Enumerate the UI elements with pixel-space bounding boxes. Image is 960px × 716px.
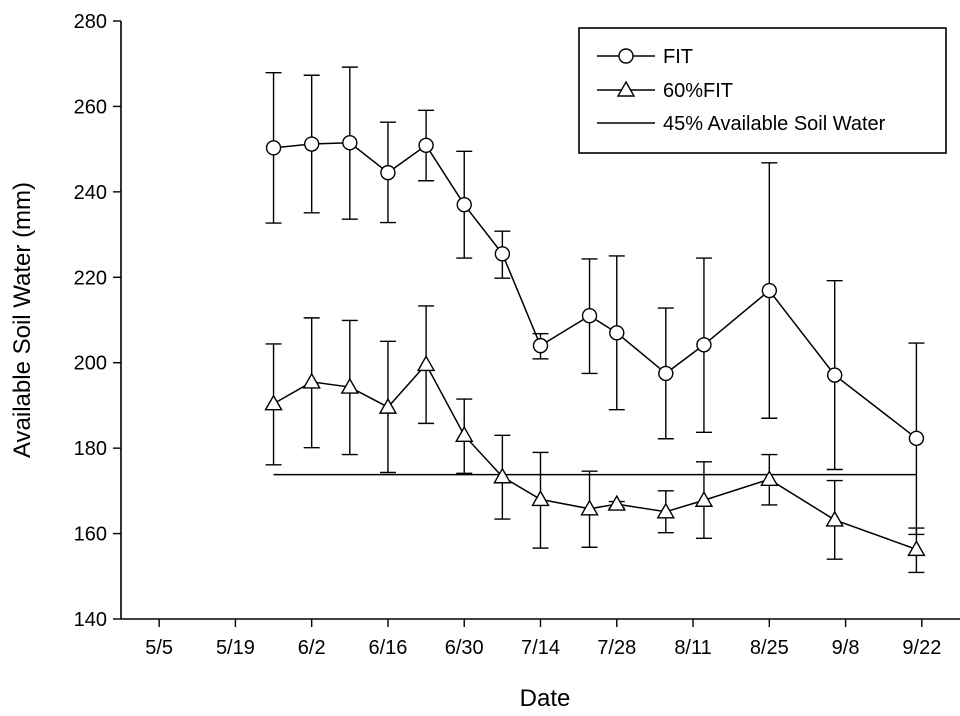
fit-point: [610, 326, 624, 340]
sixty-fit-point: [533, 491, 549, 505]
x-tick-label: 9/8: [832, 637, 860, 659]
fit-point: [267, 141, 281, 155]
x-tick-label: 5/5: [145, 637, 173, 659]
fit-point: [343, 136, 357, 150]
x-tick-label: 5/19: [216, 637, 255, 659]
y-tick-label: 140: [74, 609, 107, 631]
legend-60fit-label: 60%FIT: [663, 80, 733, 102]
y-tick-label: 280: [74, 11, 107, 33]
fit-point: [762, 284, 776, 298]
sixty-fit-point: [827, 512, 843, 526]
legend-fit-marker: [619, 49, 633, 63]
fit-point: [659, 366, 673, 380]
y-tick-label: 220: [74, 267, 107, 289]
x-tick-label: 6/30: [445, 637, 484, 659]
y-tick-label: 200: [74, 353, 107, 375]
sixty-fit-point: [456, 427, 472, 441]
fit-point: [534, 339, 548, 353]
sixty-fit-point: [418, 356, 434, 370]
fit-point: [305, 137, 319, 151]
x-axis-title: Date: [520, 685, 571, 712]
fit-point: [457, 198, 471, 212]
legend-fit-label: FIT: [663, 46, 693, 68]
sixty-fit-point: [696, 492, 712, 506]
sixty-fit-point: [908, 541, 924, 555]
fit-point: [828, 368, 842, 382]
x-tick-label: 6/2: [298, 637, 326, 659]
x-tick-label: 7/28: [597, 637, 636, 659]
x-tick-label: 9/22: [902, 637, 941, 659]
sixty-fit-point: [304, 374, 320, 388]
sixty-fit-point: [609, 496, 625, 510]
x-tick-label: 8/11: [674, 637, 711, 659]
fit-series-line: [274, 143, 917, 439]
y-tick-label: 260: [74, 96, 107, 118]
fit-point: [583, 309, 597, 323]
y-axis-title: Available Soil Water (mm): [9, 182, 36, 458]
y-tick-label: 240: [74, 182, 107, 204]
x-tick-label: 7/14: [521, 637, 560, 659]
series-lines: [274, 143, 917, 550]
y-tick-label: 160: [74, 524, 107, 546]
series-markers: [266, 136, 925, 556]
legend: FIT 60%FIT 45% Available Soil Water: [579, 28, 946, 153]
sixty-fit-series-line: [274, 364, 917, 549]
fit-point: [495, 247, 509, 261]
fit-point: [697, 338, 711, 352]
sixty-fit-point: [761, 471, 777, 485]
legend-45pct-label: 45% Available Soil Water: [663, 113, 886, 135]
fit-point: [381, 166, 395, 180]
x-tick-label: 8/25: [750, 637, 789, 659]
sixty-fit-point: [266, 396, 282, 410]
y-tick-label: 180: [74, 438, 107, 460]
fit-point: [909, 431, 923, 445]
fit-point: [419, 138, 433, 152]
x-tick-label: 6/16: [368, 637, 407, 659]
